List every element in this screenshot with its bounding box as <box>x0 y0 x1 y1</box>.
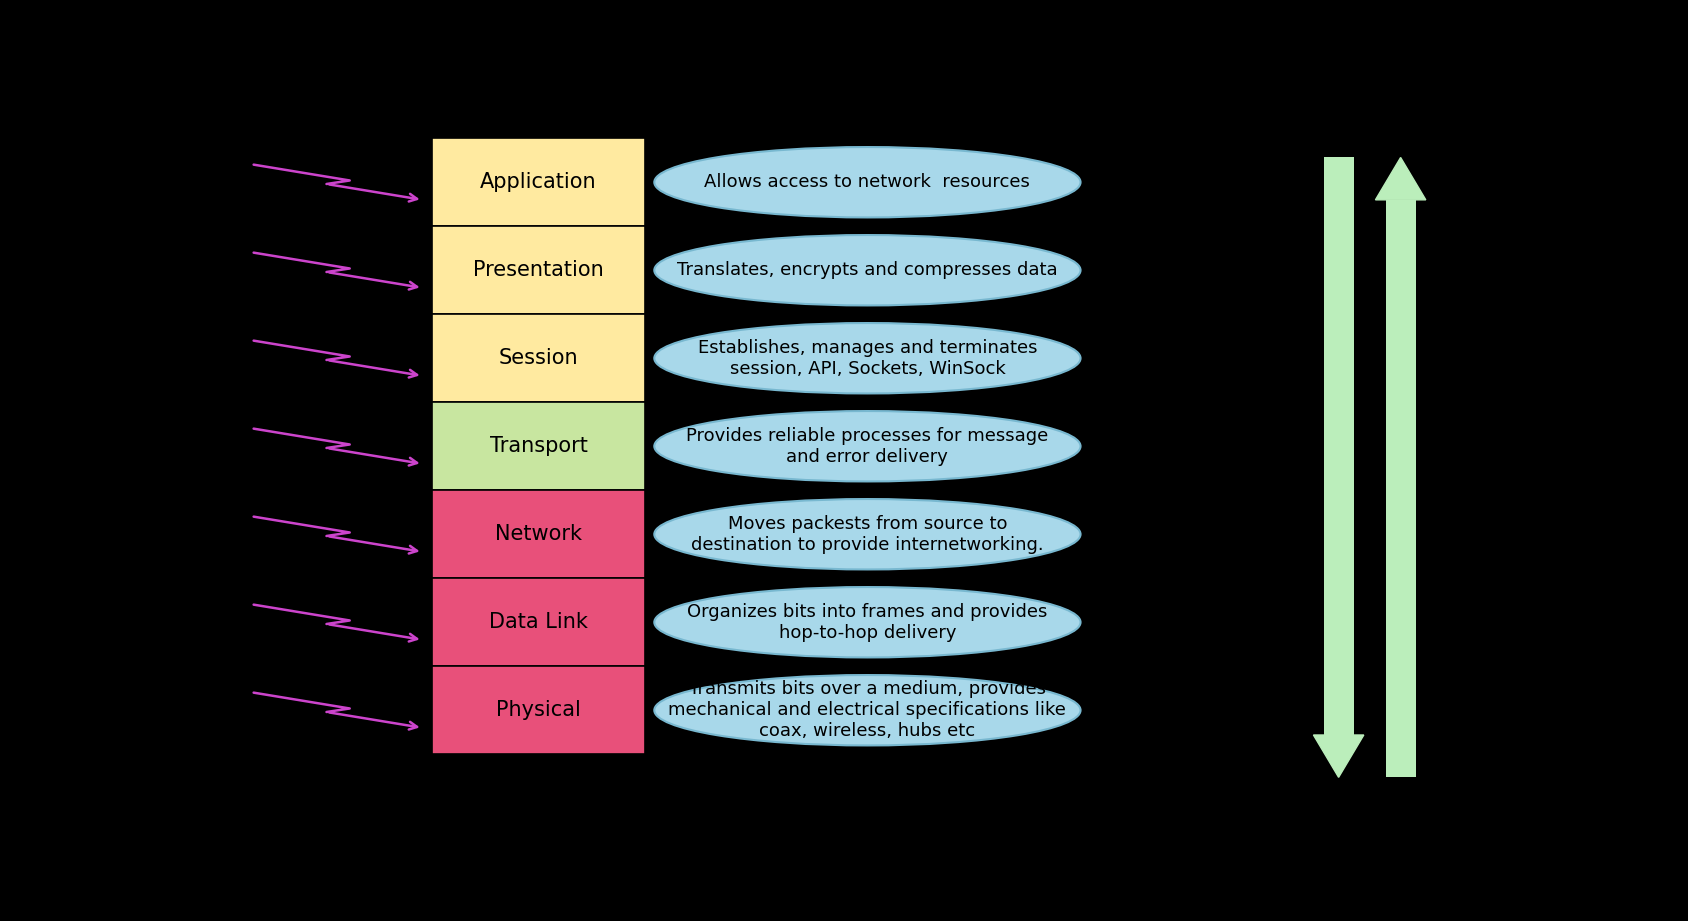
Bar <box>1386 200 1416 777</box>
Text: Application: Application <box>479 172 598 192</box>
Bar <box>432 490 645 578</box>
Text: Data Link: Data Link <box>490 612 587 632</box>
Ellipse shape <box>655 323 1080 393</box>
Bar <box>432 314 645 402</box>
Text: Session: Session <box>498 348 579 368</box>
Text: Translates, encrypts and compresses data: Translates, encrypts and compresses data <box>677 262 1058 279</box>
Text: Provides reliable processes for message
and error delivery: Provides reliable processes for message … <box>687 426 1048 466</box>
Polygon shape <box>1376 157 1426 200</box>
Bar <box>432 138 645 227</box>
Ellipse shape <box>655 499 1080 569</box>
Bar <box>1323 157 1354 735</box>
Ellipse shape <box>655 411 1080 482</box>
Ellipse shape <box>655 675 1080 745</box>
Ellipse shape <box>655 147 1080 217</box>
Text: Transport: Transport <box>490 437 587 456</box>
Text: Network: Network <box>495 524 582 544</box>
Bar <box>432 227 645 314</box>
Text: Organizes bits into frames and provides
hop-to-hop delivery: Organizes bits into frames and provides … <box>687 603 1048 642</box>
Text: Allows access to network  resources: Allows access to network resources <box>704 173 1030 192</box>
Text: Physical: Physical <box>496 700 581 720</box>
Text: Moves packests from source to
destination to provide internetworking.: Moves packests from source to destinatio… <box>690 515 1043 554</box>
Text: Presentation: Presentation <box>473 261 604 280</box>
Bar <box>432 666 645 754</box>
Text: Establishes, manages and terminates
session, API, Sockets, WinSock: Establishes, manages and terminates sess… <box>697 339 1036 378</box>
Polygon shape <box>1313 735 1364 777</box>
Bar <box>432 402 645 490</box>
Ellipse shape <box>655 235 1080 306</box>
Bar <box>432 578 645 666</box>
Text: Transmits bits over a medium, provides
mechanical and electrical specifications : Transmits bits over a medium, provides m… <box>668 681 1067 740</box>
Ellipse shape <box>655 587 1080 658</box>
